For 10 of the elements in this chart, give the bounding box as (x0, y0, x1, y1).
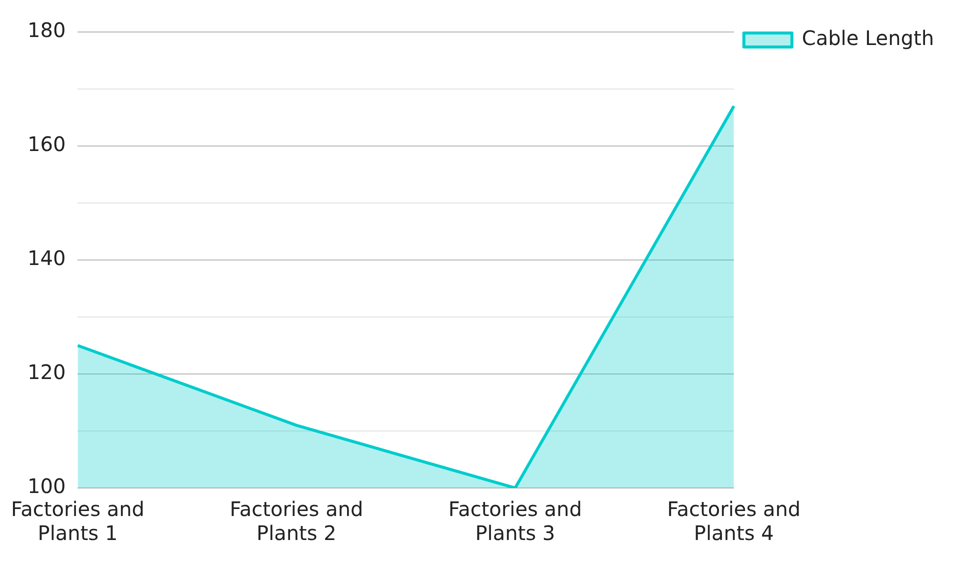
y-tick-label: 140 (28, 246, 66, 270)
x-tick-label: Factories and Plants 1 (10, 497, 144, 546)
y-tick-label: 120 (28, 360, 66, 384)
x-tick-label: Factories and Plants 4 (667, 497, 801, 546)
y-tick-label: 160 (28, 132, 66, 156)
legend-label: Cable Length (802, 26, 934, 50)
y-tick-label: 100 (28, 474, 66, 498)
x-tick-label: Factories and Plants 3 (448, 497, 582, 546)
x-tick-label: Factories and Plants 2 (230, 497, 364, 546)
y-tick-label: 180 (28, 18, 66, 42)
